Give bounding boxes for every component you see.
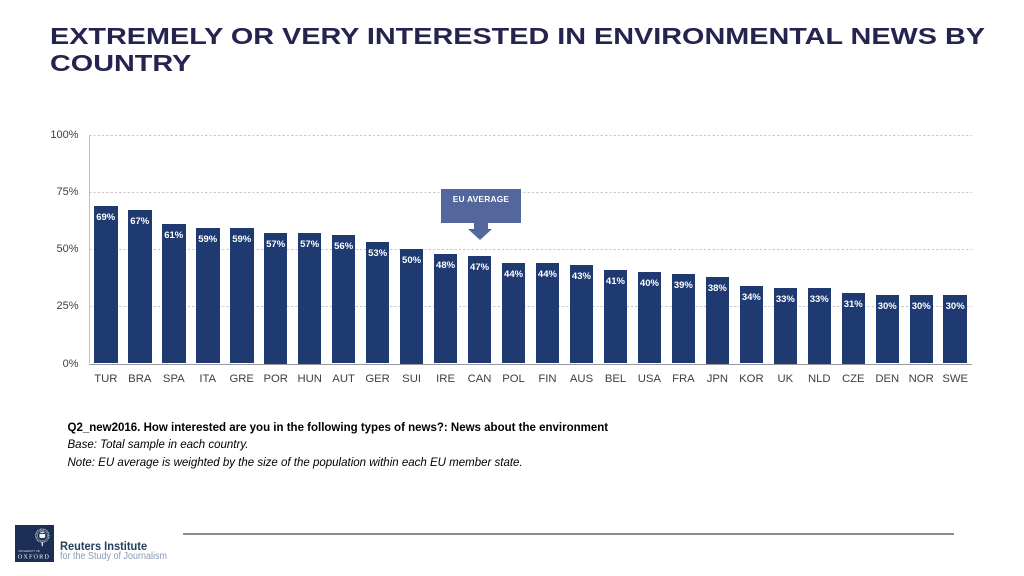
svg-text:UNIVERSITY OF: UNIVERSITY OF: [18, 549, 40, 553]
svg-text:OXFORD: OXFORD: [18, 554, 50, 561]
